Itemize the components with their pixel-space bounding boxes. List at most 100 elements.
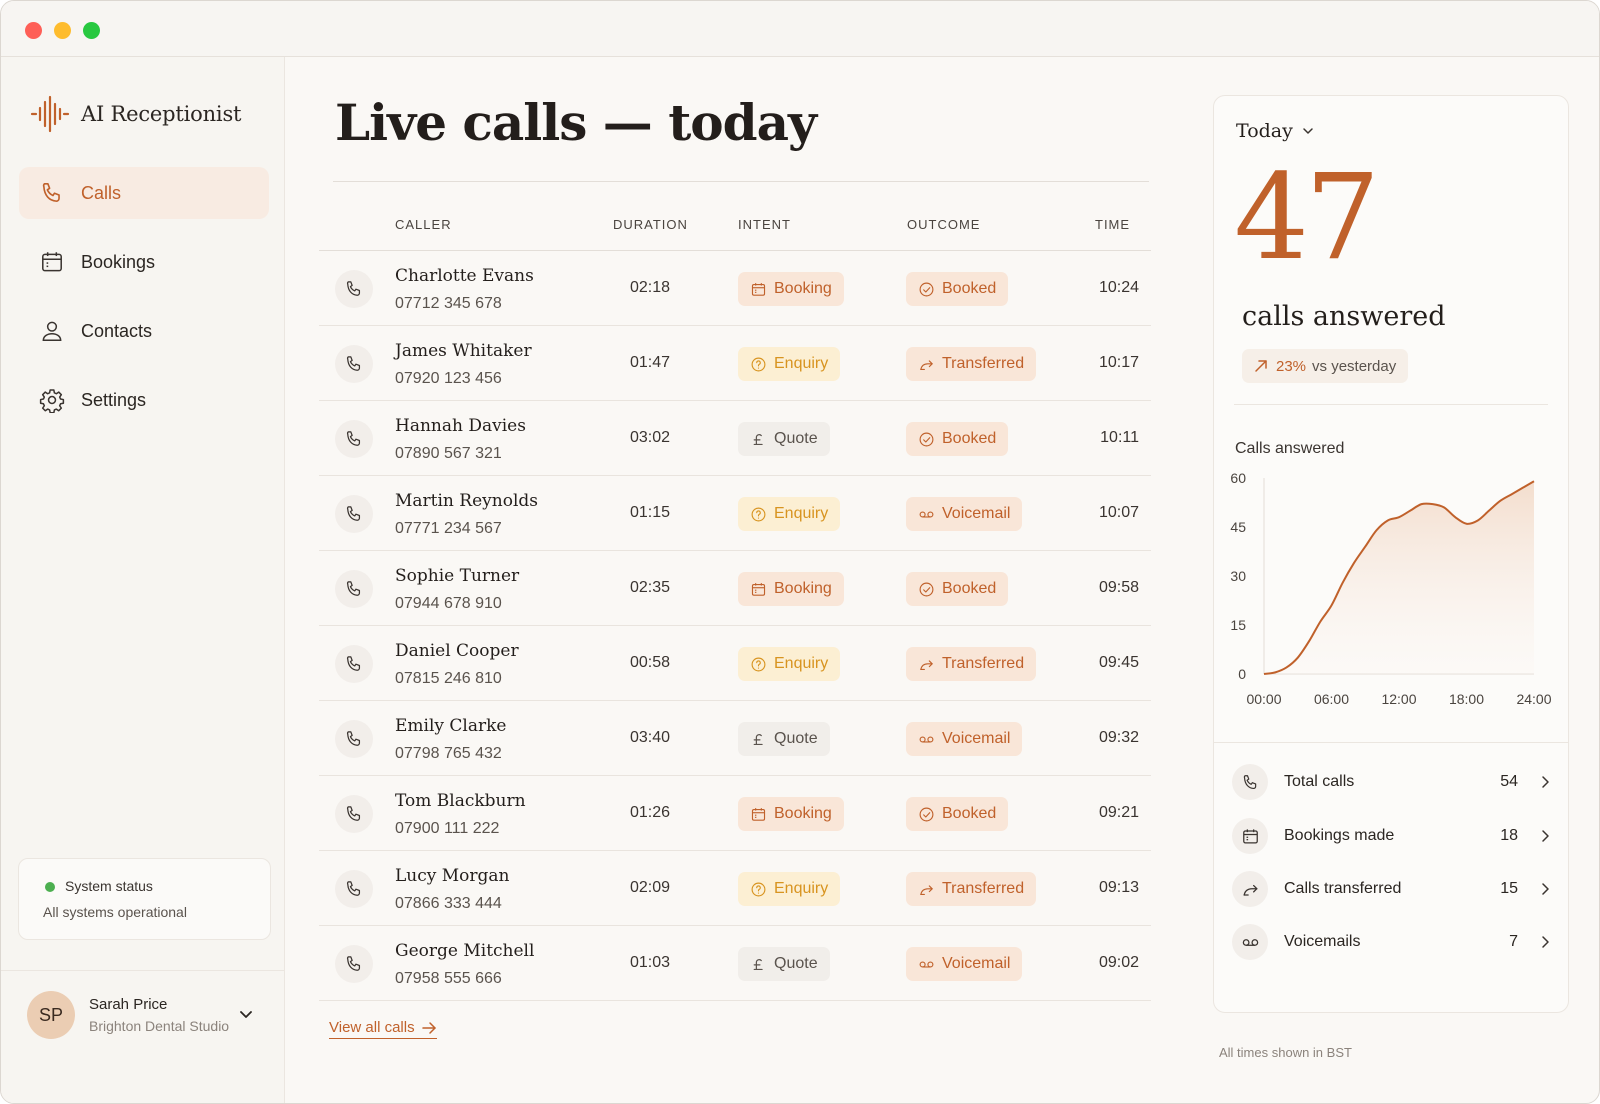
outcome-badge: Booked [906, 422, 1009, 456]
stat-row[interactable]: Total calls 54 [1232, 762, 1552, 802]
sidebar-nav: Calls Bookings Contacts [19, 167, 269, 443]
call-duration: 02:09 [629, 879, 671, 896]
close-window-button[interactable] [25, 22, 42, 39]
outcome-badge: Voicemail [906, 497, 1023, 531]
question-icon [750, 506, 774, 523]
chart-title: Calls answered [1235, 440, 1345, 457]
stat-label: Voicemails [1284, 933, 1361, 950]
stat-value: 54 [1500, 773, 1518, 790]
check-circle-icon [918, 581, 942, 598]
page-title: Live calls — today [335, 93, 817, 152]
table-row[interactable]: Hannah Davies 07890 567 321 03:02 Quote Book… [319, 401, 1151, 476]
call-time: 09:32 [1098, 729, 1139, 746]
question-icon [750, 656, 774, 673]
chevron-down-icon[interactable] [237, 1005, 255, 1023]
voicemail-icon [918, 506, 942, 523]
call-button[interactable] [335, 945, 373, 983]
intent-badge: Quote [738, 422, 830, 456]
outcome-label: Transferred [942, 355, 1025, 372]
caller-phone: 07866 333 444 [395, 895, 502, 912]
caller-name: Lucy Morgan [395, 866, 510, 886]
voicemail-icon [918, 731, 942, 748]
voicemail-icon [918, 956, 942, 973]
user-icon [42, 321, 62, 341]
sidebar-item-bookings[interactable]: Bookings [19, 236, 269, 288]
calendar-icon [750, 806, 774, 823]
call-time: 09:45 [1098, 654, 1139, 671]
avatar[interactable]: SP [27, 991, 75, 1039]
y-tick-label: 45 [1230, 519, 1246, 535]
phone-icon [344, 354, 364, 374]
sidebar-item-calls[interactable]: Calls [19, 167, 269, 219]
sidebar: AI Receptionist Calls Bookings [1, 57, 285, 1103]
call-button[interactable] [335, 645, 373, 683]
chevron-right-icon [1542, 776, 1549, 788]
summary-panel: Today 47 calls answered 23% vs yesterday… [1213, 95, 1569, 1013]
column-header-duration[interactable]: DURATION [613, 217, 688, 232]
app-logo[interactable]: AI Receptionist [29, 93, 241, 135]
intent-badge: Quote [738, 947, 830, 981]
intent-label: Enquiry [774, 655, 829, 672]
caller-name: Sophie Turner [395, 566, 520, 586]
chevron-right-icon [1542, 883, 1549, 895]
status-message: All systems operational [43, 904, 187, 920]
intent-label: Enquiry [774, 355, 829, 372]
table-row[interactable]: Daniel Cooper 07815 246 810 00:58 Enquiry Tr… [319, 626, 1151, 701]
table-row[interactable]: Sophie Turner 07944 678 910 02:35 Booking Bo… [319, 551, 1151, 626]
table-row[interactable]: Tom Blackburn 07900 111 222 01:26 Booking Bo… [319, 776, 1151, 851]
maximize-window-button[interactable] [83, 22, 100, 39]
call-button[interactable] [335, 270, 373, 308]
calls-table: CALLER DURATION INTENT OUTCOME TIME Char… [319, 195, 1151, 1001]
stat-label: Total calls [1284, 773, 1355, 790]
call-button[interactable] [335, 345, 373, 383]
view-all-label: View all calls [329, 1019, 415, 1036]
table-row[interactable]: Lucy Morgan 07866 333 444 02:09 Enquiry Tran… [319, 851, 1151, 926]
stat-row[interactable]: Bookings made 18 [1232, 816, 1552, 856]
table-header: CALLER DURATION INTENT OUTCOME TIME [319, 195, 1151, 251]
call-button[interactable] [335, 570, 373, 608]
table-row[interactable]: George Mitchell 07958 555 666 01:03 Quote Vo… [319, 926, 1151, 1001]
table-row[interactable]: Martin Reynolds 07771 234 567 01:15 Enquiry… [319, 476, 1151, 551]
call-button[interactable] [335, 420, 373, 458]
x-tick-label: 06:00 [1314, 691, 1349, 707]
caller-phone: 07944 678 910 [395, 595, 502, 612]
call-button[interactable] [335, 495, 373, 533]
period-selector[interactable]: Today [1236, 120, 1315, 142]
intent-badge: Booking [738, 572, 844, 606]
phone-icon [344, 804, 364, 824]
minimize-window-button[interactable] [54, 22, 71, 39]
column-header-caller[interactable]: CALLER [395, 217, 452, 232]
column-header-time[interactable]: TIME [1095, 217, 1131, 232]
main-content: Live calls — today CALLER DURATION INTEN… [285, 57, 1185, 1103]
x-tick-label: 12:00 [1381, 691, 1416, 707]
call-time: 09:13 [1098, 879, 1139, 896]
column-header-intent[interactable]: INTENT [738, 217, 791, 232]
transfer-icon [1232, 871, 1268, 907]
sidebar-item-contacts[interactable]: Contacts [19, 305, 269, 357]
stat-row[interactable]: Calls transferred 15 [1232, 869, 1552, 909]
call-button[interactable] [335, 870, 373, 908]
call-duration: 01:26 [629, 804, 671, 821]
table-row[interactable]: Emily Clarke 07798 765 432 03:40 Quote Voice… [319, 701, 1151, 776]
caller-phone: 07890 567 321 [395, 445, 502, 462]
status-indicator-icon [45, 882, 55, 892]
chevron-right-icon [1542, 830, 1549, 842]
view-all-calls-link[interactable]: View all calls [329, 1019, 437, 1039]
calls-answered-label: calls answered [1242, 301, 1446, 332]
call-button[interactable] [335, 720, 373, 758]
stat-row[interactable]: Voicemails 7 [1232, 922, 1552, 962]
table-row[interactable]: James Whitaker 07920 123 456 01:47 Enquiry T… [319, 326, 1151, 401]
outcome-label: Voicemail [942, 730, 1011, 747]
stat-value: 7 [1509, 933, 1518, 950]
series-area [1264, 481, 1534, 674]
calendar-icon [42, 252, 62, 272]
outcome-badge: Transferred [906, 647, 1037, 681]
call-button[interactable] [335, 795, 373, 833]
stat-value: 15 [1500, 880, 1518, 897]
table-row[interactable]: Charlotte Evans 07712 345 678 02:18 Booking… [319, 251, 1151, 326]
sidebar-item-settings[interactable]: Settings [19, 374, 269, 426]
column-header-outcome[interactable]: OUTCOME [907, 217, 981, 232]
title-bar [1, 1, 1599, 57]
caller-phone: 07771 234 567 [395, 520, 502, 537]
caller-phone: 07958 555 666 [395, 970, 502, 987]
